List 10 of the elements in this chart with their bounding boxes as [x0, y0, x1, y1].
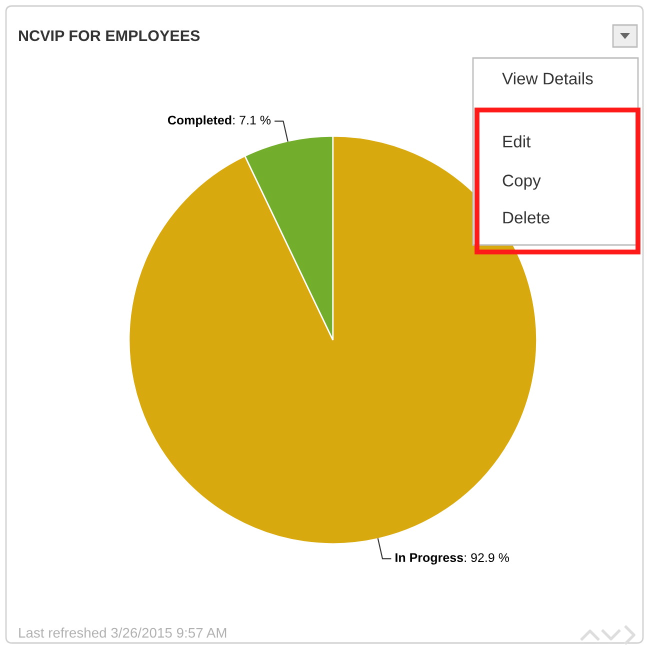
text: Edit [503, 135, 531, 148]
chart-title: NCVIP FOR EMPLOYEES [19, 30, 200, 42]
data-label: : 92.9 % [464, 553, 510, 562]
text: Copy [502, 174, 541, 190]
text: View Details [502, 72, 593, 84]
text: Delete [503, 211, 550, 224]
data-label: : 7.1 % [233, 116, 271, 124]
slice-label: Completed [168, 115, 232, 128]
slice-label: In Progress [396, 553, 463, 565]
text: Last refreshed 3/26/2015 9:57 AM [19, 628, 226, 638]
